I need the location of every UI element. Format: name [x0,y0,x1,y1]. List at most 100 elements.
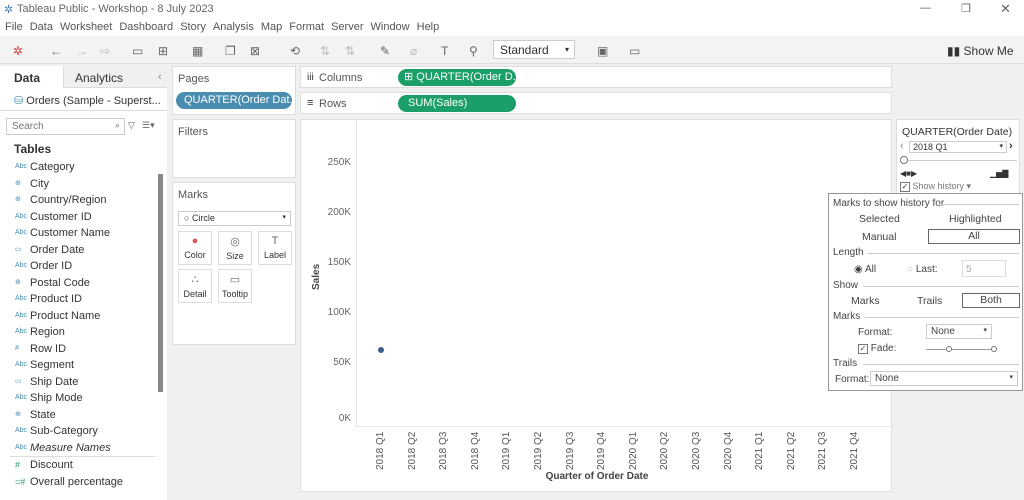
trails-format-dropdown[interactable]: None ▾ [870,371,1018,386]
field-segment[interactable]: Abc Segment [0,357,155,374]
sort-desc-icon[interactable]: ⇅ [345,44,356,58]
menu-server[interactable]: Server [331,21,364,33]
new-datasource-icon[interactable]: ⊞ [158,44,169,58]
field-measure-names[interactable]: Abc Measure Names [0,440,155,457]
page-slider[interactable] [905,160,1017,161]
clear-sheet-icon[interactable]: ⊠ [250,44,261,58]
field-order-id[interactable]: Abc Order ID [0,258,155,275]
field-country-region[interactable]: ⊕ Country/Region [0,192,155,209]
field-ship-mode[interactable]: Abc Ship Mode [0,390,155,407]
menu-data[interactable]: Data [29,21,53,33]
field-region[interactable]: Abc Region [0,324,155,341]
color-button[interactable]: ● Color [178,231,212,265]
show-marks-option[interactable]: Marks [851,295,880,307]
group-icon[interactable]: ⌀ [410,44,418,58]
label-button[interactable]: T Label [258,231,292,265]
fade-checkbox[interactable]: ✓ Fade: [858,343,897,354]
next-page-icon[interactable]: › [1009,140,1013,152]
tab-data[interactable]: Data [0,66,63,88]
option-manual[interactable]: Manual [862,231,897,243]
marks-format-dropdown[interactable]: None ▾ [926,324,992,339]
field-row-id[interactable]: # Row ID [0,341,155,358]
fade-slider[interactable] [926,349,996,350]
last-count-stepper[interactable]: 5 [962,260,1006,277]
menu-map[interactable]: Map [260,21,283,33]
columns-pill[interactable]: ⊞ QUARTER(Order D.. [398,69,516,86]
tableau-home-icon[interactable]: ✲ [13,44,24,58]
columns-shelf[interactable]: iii Columns ⊞ QUARTER(Order D.. [300,66,892,88]
undo-icon[interactable]: ← [50,44,62,58]
fit-dropdown[interactable]: Standard ▾ [493,40,575,59]
mark-type-dropdown[interactable]: ○ Circle ▾ [178,211,291,226]
field-order-date[interactable]: ▭ Order Date [0,242,155,259]
swap-icon[interactable]: ⟲ [290,44,301,58]
field-product-name[interactable]: Abc Product Name [0,308,155,325]
speed-icon[interactable]: ▁▅▇ [990,169,1009,178]
filter-icon[interactable]: ▽ [128,120,135,130]
show-both-option[interactable]: Both [962,293,1020,308]
show-history-toggle[interactable]: ✓ Show history ▾ [900,181,972,192]
field-sub-category[interactable]: Abc Sub-Category [0,423,155,440]
highlight-icon[interactable]: ✎ [380,44,391,58]
replay-icon[interactable]: ⇨ [100,44,111,58]
show-trails-option[interactable]: Trails [917,295,943,307]
minimize-button[interactable]: — [920,2,931,14]
field-customer-name[interactable]: Abc Customer Name [0,225,155,242]
option-selected[interactable]: Selected [859,213,900,225]
tooltip-button[interactable]: ▭ Tooltip [218,269,252,303]
page-slider-handle[interactable] [900,156,908,164]
rows-shelf[interactable]: ≡ Rows SUM(Sales) [300,92,892,114]
field-category[interactable]: Abc Category [0,159,155,176]
menu-story[interactable]: Story [180,21,206,33]
field-customer-id[interactable]: Abc Customer ID [0,209,155,226]
save-icon[interactable]: ▭ [132,44,144,58]
playback-controls-icon[interactable]: ◀■▶ [900,169,918,178]
show-history-checkbox[interactable]: ✓ [900,182,910,192]
option-all[interactable]: All [928,229,1020,244]
labels-icon[interactable]: T [441,44,449,58]
fade-slider-end-handle[interactable] [991,346,997,352]
tab-analytics[interactable]: Analytics [63,66,167,88]
duplicate-icon[interactable]: ❐ [225,44,236,58]
length-all-radio[interactable]: ◉ All [854,264,877,275]
collapse-icon[interactable]: ‹ [158,71,162,83]
fade-slider-handle[interactable] [946,346,952,352]
prev-page-icon[interactable]: ‹ [900,140,904,152]
menu-worksheet[interactable]: Worksheet [59,21,113,33]
presentation-icon[interactable]: ▭ [629,44,641,58]
datasource-item[interactable]: ⛁ Orders (Sample - Superst... [14,94,161,107]
pin-icon[interactable]: ⚲ [469,44,478,58]
show-me-button[interactable]: ▮▮ Show Me [947,44,1014,58]
sidebar-scrollbar[interactable] [158,174,163,392]
search-input[interactable] [6,118,125,135]
sort-asc-icon[interactable]: ⇅ [320,44,331,58]
field-postal-code[interactable]: ⊕ Postal Code [0,275,155,292]
field-product-id[interactable]: Abc Product ID [0,291,155,308]
menu-help[interactable]: Help [416,21,440,33]
field-discount[interactable]: # Discount [0,457,155,474]
page-dropdown[interactable]: 2018 Q1 ▾ [909,141,1007,153]
pages-shelf[interactable]: Pages QUARTER(Order Dat.. [172,66,296,115]
field-ship-date[interactable]: ▭ Ship Date [0,374,155,391]
menu-file[interactable]: File [5,21,23,33]
length-last-radio[interactable]: ○ Last: [907,264,938,275]
size-button[interactable]: ◎ Size [218,231,252,265]
data-point[interactable] [378,347,384,353]
field-state[interactable]: ⊕ State [0,407,155,424]
redo-icon[interactable]: → [76,44,88,58]
menu-window[interactable]: Window [370,21,410,33]
close-button[interactable]: ✕ [1000,1,1011,16]
menu-format[interactable]: Format [289,21,325,33]
pages-pill[interactable]: QUARTER(Order Dat.. [176,92,292,109]
view-options-icon[interactable]: ☰▾ [142,120,155,130]
rows-pill[interactable]: SUM(Sales) [398,95,516,112]
menu-dashboard[interactable]: Dashboard [119,21,174,33]
field-city[interactable]: ⊕ City [0,176,155,193]
option-highlighted[interactable]: Highlighted [949,213,1002,225]
filters-shelf[interactable]: Filters [172,119,296,178]
show-cards-icon[interactable]: ▣ [597,44,609,58]
restore-button[interactable]: ❐ [961,3,971,15]
detail-button[interactable]: ∴ Detail [178,269,212,303]
new-worksheet-icon[interactable]: ▦ [192,44,204,58]
field-overall-percentage[interactable]: =# Overall percentage [0,474,155,491]
